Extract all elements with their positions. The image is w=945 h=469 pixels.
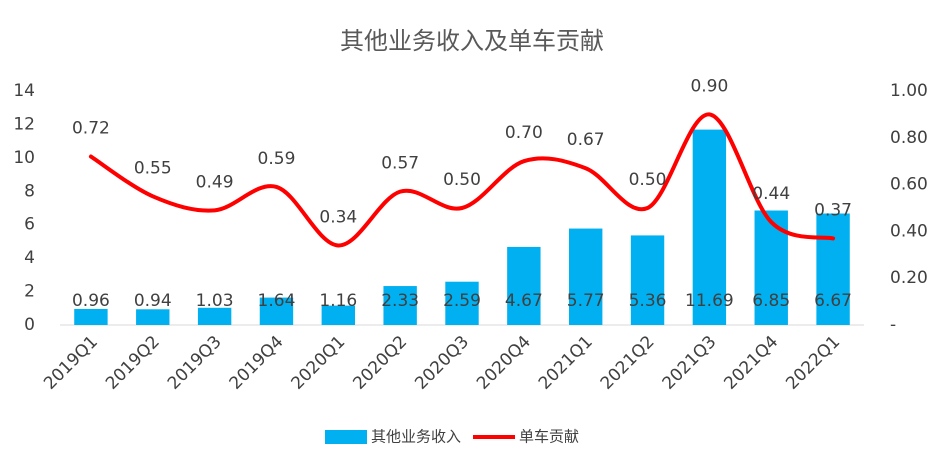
legend-swatch: [325, 430, 367, 444]
x-tick-label: 2019Q3: [164, 332, 226, 394]
bar-value-label: 5.36: [629, 291, 667, 311]
bar-value-label: 6.85: [752, 291, 790, 311]
line-value-label: 0.55: [134, 158, 172, 178]
bar-value-label: 4.67: [505, 291, 543, 311]
bar: [692, 129, 727, 325]
bar-value-label: 1.03: [196, 291, 234, 311]
y2-tick-label: 1.00: [890, 81, 928, 101]
x-tick-label: 2020Q4: [473, 332, 535, 394]
bar-value-label: 2.59: [443, 291, 481, 311]
x-tick-label: 2022Q1: [782, 332, 844, 394]
x-tick-label: 2020Q2: [349, 332, 411, 394]
y-tick-label: 2: [24, 282, 35, 302]
y2-tick-label: -: [890, 315, 896, 335]
bar: [74, 308, 108, 325]
line-value-label: 0.49: [196, 172, 234, 192]
x-tick-label: 2021Q1: [535, 332, 597, 394]
line-value-label: 0.70: [505, 123, 543, 143]
chart-title: 其他业务收入及单车贡献: [340, 27, 604, 55]
line-value-label: 0.57: [381, 154, 419, 174]
bar: [197, 307, 232, 325]
line-value-label: 0.50: [629, 170, 667, 190]
bar-value-label: 11.69: [685, 291, 734, 311]
bar: [568, 228, 603, 325]
bar-value-label: 0.94: [134, 291, 172, 311]
y-tick-label: 4: [24, 248, 35, 268]
bar-value-label: 2.33: [381, 291, 419, 311]
legend-label: 其他业务收入: [371, 428, 461, 446]
bar: [816, 213, 850, 325]
line-value-label: 0.67: [567, 130, 605, 150]
x-tick-label: 2020Q1: [288, 332, 350, 394]
bar: [321, 305, 356, 325]
bar: [630, 235, 665, 325]
y2-tick-label: 0.80: [890, 128, 928, 148]
line-value-label: 0.90: [690, 76, 728, 96]
bar: [507, 246, 541, 325]
y2-tick-label: 0.20: [890, 268, 928, 288]
bar-value-label: 6.67: [814, 291, 852, 311]
x-tick-label: 2020Q3: [411, 332, 473, 394]
bar: [136, 309, 170, 325]
line-value-label: 0.72: [72, 119, 110, 139]
bar-value-label: 1.64: [258, 291, 296, 311]
x-tick-label: 2021Q3: [659, 332, 721, 394]
bar: [445, 281, 479, 325]
x-tick-label: 2019Q2: [102, 332, 164, 394]
line-value-label: 0.37: [814, 200, 852, 220]
bar: [259, 297, 294, 325]
x-tick-label: 2019Q1: [40, 332, 102, 394]
bar-value-label: 1.16: [319, 291, 357, 311]
bar-value-label: 5.77: [567, 291, 605, 311]
y-tick-label: 12: [13, 114, 35, 134]
line-value-label: 0.50: [443, 170, 481, 190]
y2-tick-label: 0.60: [890, 175, 928, 195]
x-tick-label: 2021Q2: [597, 332, 659, 394]
line-value-label: 0.34: [319, 207, 357, 227]
line-value-label: 0.59: [258, 149, 296, 169]
bar: [383, 286, 417, 325]
y-tick-label: 6: [24, 215, 35, 235]
y2-tick-label: 0.40: [890, 221, 928, 241]
line: [88, 112, 836, 248]
y-tick-label: 14: [13, 81, 35, 101]
y-tick-label: 8: [24, 181, 35, 201]
x-tick-label: 2021Q4: [720, 332, 782, 394]
x-tick-label: 2019Q4: [226, 332, 288, 394]
y-tick-label: 0: [24, 315, 35, 335]
bar-value-label: 0.96: [72, 291, 110, 311]
legend-label: 单车贡献: [519, 428, 579, 446]
y-tick-label: 10: [13, 148, 35, 168]
line-value-label: 0.44: [752, 184, 790, 204]
